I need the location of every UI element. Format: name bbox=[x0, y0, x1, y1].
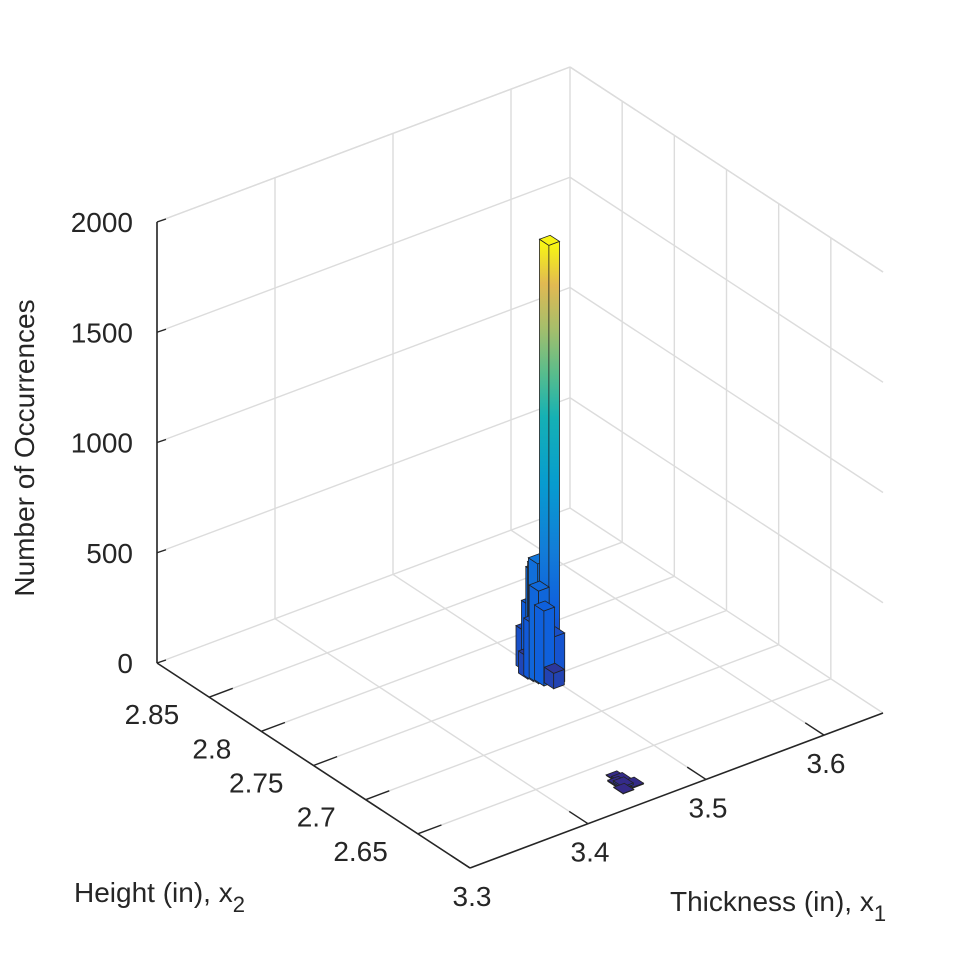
z-tick-label: 0 bbox=[117, 648, 133, 679]
bar-top-face bbox=[528, 580, 551, 592]
x-axis-title: Thickness (in), x1 bbox=[670, 886, 886, 926]
z-tick-mark bbox=[156, 218, 167, 223]
z-tick-mark bbox=[156, 438, 167, 444]
x-tick-label: 3.5 bbox=[689, 792, 728, 823]
z-gridline-back-wall bbox=[156, 397, 571, 554]
bar-top-face bbox=[533, 600, 556, 612]
y-tick-label: 2.65 bbox=[333, 836, 388, 867]
y-gridline-floor bbox=[417, 678, 832, 835]
histogram-bar bbox=[538, 234, 561, 683]
y-tick-mark bbox=[261, 721, 286, 732]
top-edge-back bbox=[156, 66, 571, 223]
histogram-bar bbox=[612, 782, 635, 795]
z-tick-label: 500 bbox=[86, 538, 133, 569]
y-gridline-floor bbox=[313, 609, 727, 767]
z-tick-label: 1000 bbox=[71, 428, 133, 459]
y-tick-label: 2.8 bbox=[192, 733, 231, 764]
z-tick-mark bbox=[156, 549, 167, 554]
tick-labels: 3.3 3.4 3.5 3.6 2.652.7 2.75 2.8 2.85 0 500 1000 15… bbox=[71, 207, 846, 912]
x-tick-mark bbox=[804, 722, 825, 736]
x-tick-label: 3.3 bbox=[453, 881, 492, 912]
y-tick-mark bbox=[365, 790, 390, 801]
y-axis-title: Height (in), x2 bbox=[74, 877, 245, 917]
y-gridline-floor bbox=[365, 644, 779, 801]
y-gridline-floor bbox=[261, 575, 675, 732]
z-axis-title: Number of Occurrences bbox=[9, 299, 40, 596]
x-axis-line bbox=[469, 712, 884, 869]
x-tick-label: 3.6 bbox=[807, 748, 846, 779]
x-axis-title-subscript: 1 bbox=[874, 901, 886, 926]
bar-top-face bbox=[612, 782, 635, 794]
z-gridline-back-wall bbox=[156, 507, 571, 664]
z-gridline-back-wall bbox=[156, 286, 571, 444]
bar-top-face bbox=[538, 234, 561, 246]
x-tick-label: 3.4 bbox=[571, 837, 610, 868]
y-axis-title-text: Height (in), x bbox=[74, 877, 233, 908]
z-tick-mark bbox=[156, 659, 167, 664]
bar-top-face bbox=[543, 662, 566, 674]
bar-top-face bbox=[612, 776, 635, 788]
top-edge-side bbox=[569, 66, 884, 273]
y-tick-label: 2.75 bbox=[229, 768, 284, 799]
grid-lines bbox=[156, 66, 884, 869]
y-tick-label: 2.85 bbox=[125, 699, 180, 730]
histogram-bar bbox=[543, 662, 566, 690]
axes bbox=[156, 218, 884, 869]
y-tick-label: 2.7 bbox=[297, 802, 336, 833]
z-tick-label: 1500 bbox=[71, 317, 133, 348]
y-tick-mark bbox=[208, 687, 234, 698]
bar-left-face bbox=[534, 604, 545, 687]
z-gridline-back-wall bbox=[156, 176, 571, 333]
z-tick-mark bbox=[156, 328, 167, 333]
bars bbox=[515, 234, 645, 795]
x-tick-mark bbox=[450, 855, 471, 869]
y-axis-title-subscript: 2 bbox=[233, 892, 245, 917]
x-tick-mark bbox=[686, 766, 707, 781]
x-tick-mark bbox=[568, 810, 589, 825]
x-axis-title-text: Thickness (in), x bbox=[670, 886, 874, 917]
y-tick-mark bbox=[313, 755, 338, 767]
z-tick-label: 2000 bbox=[71, 207, 133, 238]
y-tick-mark bbox=[417, 824, 442, 835]
